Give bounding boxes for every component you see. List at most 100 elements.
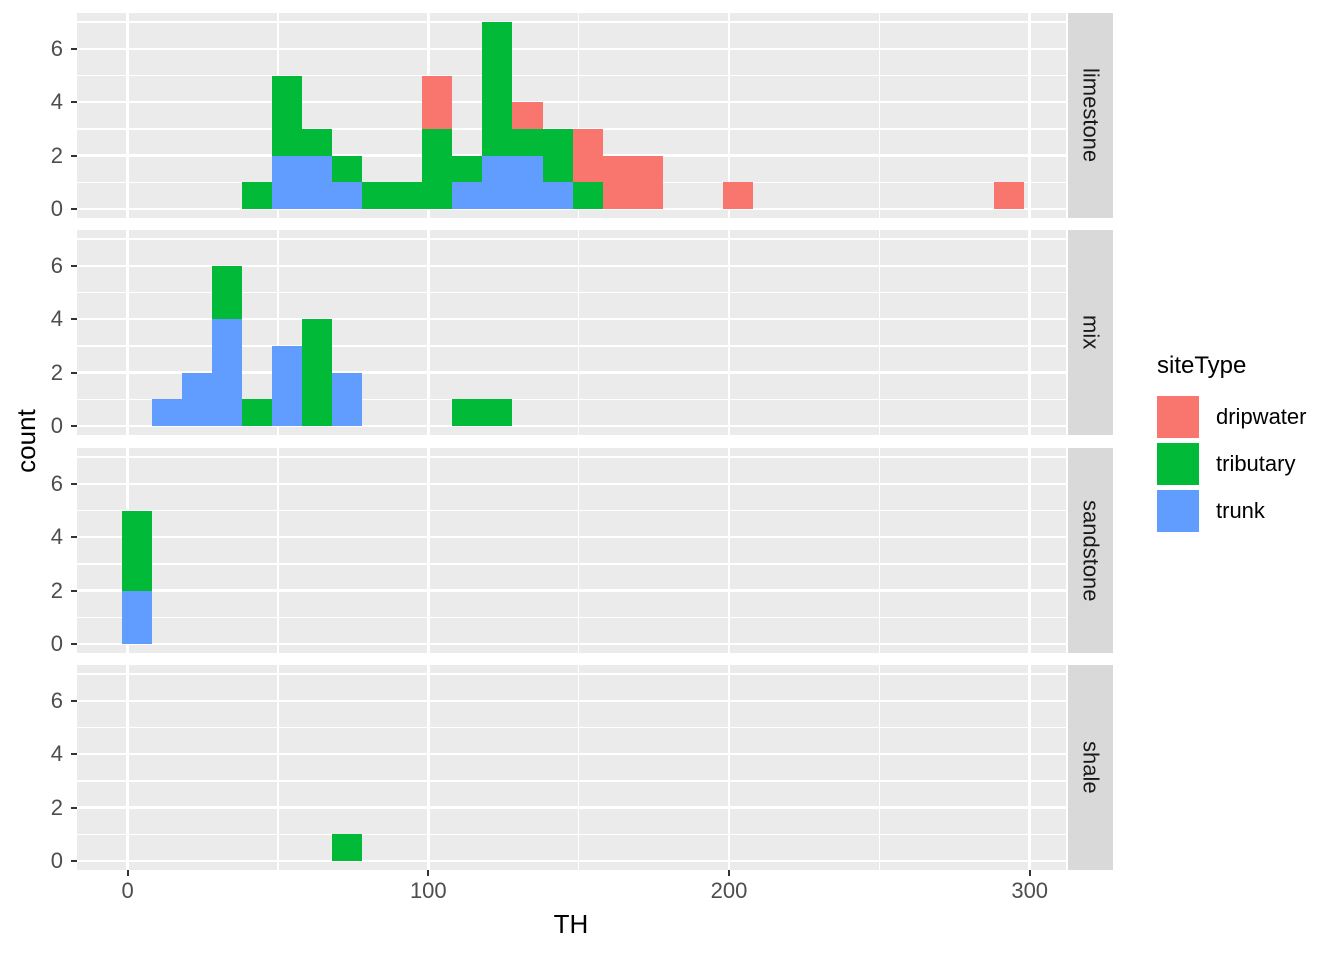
y-axis-tick — [71, 154, 77, 157]
histogram-bar-segment-trunk — [181, 372, 212, 426]
gridline-minor-y — [77, 291, 1066, 294]
histogram-bar-segment-trunk — [332, 182, 363, 209]
x-axis-tick-label: 200 — [710, 878, 748, 903]
y-axis-tick — [71, 371, 77, 374]
y-axis-tick — [71, 208, 77, 210]
y-axis-tick-label: 0 — [50, 413, 63, 438]
gridline-major-x — [1028, 13, 1031, 218]
y-axis-tick-label: 4 — [50, 89, 63, 115]
y-axis-tick — [71, 482, 77, 485]
gridline-major-x — [727, 230, 731, 435]
gridline-minor-y — [77, 673, 1066, 675]
gridline-minor-y — [77, 398, 1066, 400]
gridline-major-y — [77, 806, 1066, 809]
gridline-minor-x — [277, 665, 279, 870]
gridline-minor-x — [277, 448, 279, 653]
gridline-minor-y — [77, 74, 1066, 77]
gridline-major-y — [77, 317, 1066, 321]
histogram-bar-segment-tributary — [512, 128, 543, 156]
gridline-minor-x — [878, 230, 880, 435]
histogram-bar-segment-tributary — [482, 399, 513, 426]
legend-item-label: trunk — [1216, 498, 1265, 523]
gridline-major-y — [77, 589, 1066, 592]
y-axis-tick — [71, 536, 77, 539]
histogram-bar-segment-tributary — [302, 128, 333, 156]
y-axis-tick — [71, 806, 77, 809]
histogram-bar-segment-dripwater — [993, 182, 1024, 209]
histogram-bar-segment-trunk — [332, 372, 363, 426]
histogram-bar-segment-dripwater — [722, 182, 754, 209]
facet-panel-mix — [77, 230, 1066, 435]
y-axis-tick-label: 2 — [50, 794, 63, 820]
histogram-bar-segment-tributary — [271, 75, 302, 156]
histogram-bar-segment-tributary — [452, 399, 483, 426]
gridline-minor-y — [77, 181, 1066, 183]
histogram-bar-segment-dripwater — [512, 102, 543, 129]
gridline-minor-y — [77, 780, 1066, 782]
gridline-major-x — [126, 230, 129, 435]
gridline-major-x — [427, 665, 430, 870]
gridline-minor-y — [77, 238, 1066, 240]
gridline-minor-y — [77, 726, 1066, 729]
gridline-major-y — [77, 482, 1066, 486]
gridline-major-x — [126, 665, 129, 870]
gridline-major-y — [77, 642, 1066, 646]
x-axis-tick-label: 300 — [1011, 878, 1049, 903]
x-axis-tick — [728, 870, 730, 876]
y-axis-tick — [71, 101, 77, 104]
histogram-bar-segment-tributary — [241, 182, 272, 209]
histogram-bar-segment-trunk — [271, 345, 302, 426]
y-axis-tick-label: 0 — [50, 196, 63, 221]
facet-strip-label: sandstone — [1078, 499, 1104, 602]
histogram-bar-segment-tributary — [332, 834, 363, 861]
gridline-minor-y — [77, 345, 1066, 347]
y-axis-tick-label: 2 — [50, 359, 63, 385]
legend-title: siteType — [1157, 352, 1247, 379]
gridline-major-x — [1028, 448, 1031, 653]
histogram-bar-segment-dripwater — [572, 128, 603, 183]
histogram-bar-segment-dripwater — [422, 75, 453, 129]
facet-strip-shale: shale — [1068, 665, 1113, 870]
gridline-minor-y — [77, 833, 1066, 835]
gridline-major-x — [427, 230, 430, 435]
gridline-major-y — [77, 859, 1066, 863]
gridline-minor-x — [578, 230, 580, 435]
gridline-minor-x — [578, 665, 580, 870]
y-axis-tick-label: 6 — [50, 35, 63, 61]
histogram-bar-segment-trunk — [121, 590, 152, 644]
gridline-minor-y — [77, 616, 1066, 618]
y-axis-tick-label: 4 — [50, 306, 63, 332]
gridline-minor-x — [878, 13, 880, 218]
y-axis-tick-label: 4 — [50, 524, 63, 550]
y-axis-tick — [71, 860, 77, 862]
histogram-bar-segment-dripwater — [632, 155, 663, 209]
gridline-major-y — [77, 371, 1066, 374]
facet-panel-limestone — [77, 13, 1066, 218]
y-axis-tick-label: 0 — [50, 848, 63, 873]
x-axis-tick-label: 0 — [121, 878, 134, 903]
gridline-major-x — [727, 448, 731, 653]
dripwater-swatch-icon — [1157, 396, 1199, 438]
facet-panel-shale — [77, 665, 1066, 870]
y-axis-tick — [71, 425, 77, 427]
histogram-bar-segment-tributary — [452, 155, 483, 183]
x-axis-tick-label: 100 — [409, 878, 447, 903]
gridline-minor-x — [878, 665, 880, 870]
facet-strip-sandstone: sandstone — [1068, 448, 1113, 653]
gridline-major-x — [727, 665, 731, 870]
trunk-swatch-icon — [1157, 490, 1199, 532]
gridline-minor-y — [77, 21, 1066, 23]
facet-strip-label: mix — [1078, 315, 1104, 350]
gridline-major-y — [77, 207, 1066, 211]
gridline-major-x — [727, 13, 731, 218]
gridline-major-y — [77, 699, 1066, 703]
histogram-bar-segment-trunk — [151, 399, 182, 426]
gridline-major-x — [1028, 665, 1031, 870]
histogram-bar-segment-tributary — [332, 155, 363, 183]
y-axis-tick — [71, 753, 77, 756]
histogram-bar-segment-tributary — [572, 182, 603, 209]
facet-strip-limestone: limestone — [1068, 13, 1113, 218]
x-axis-title: TH — [553, 909, 589, 939]
gridline-minor-x — [578, 448, 580, 653]
gridline-major-y — [77, 424, 1066, 428]
